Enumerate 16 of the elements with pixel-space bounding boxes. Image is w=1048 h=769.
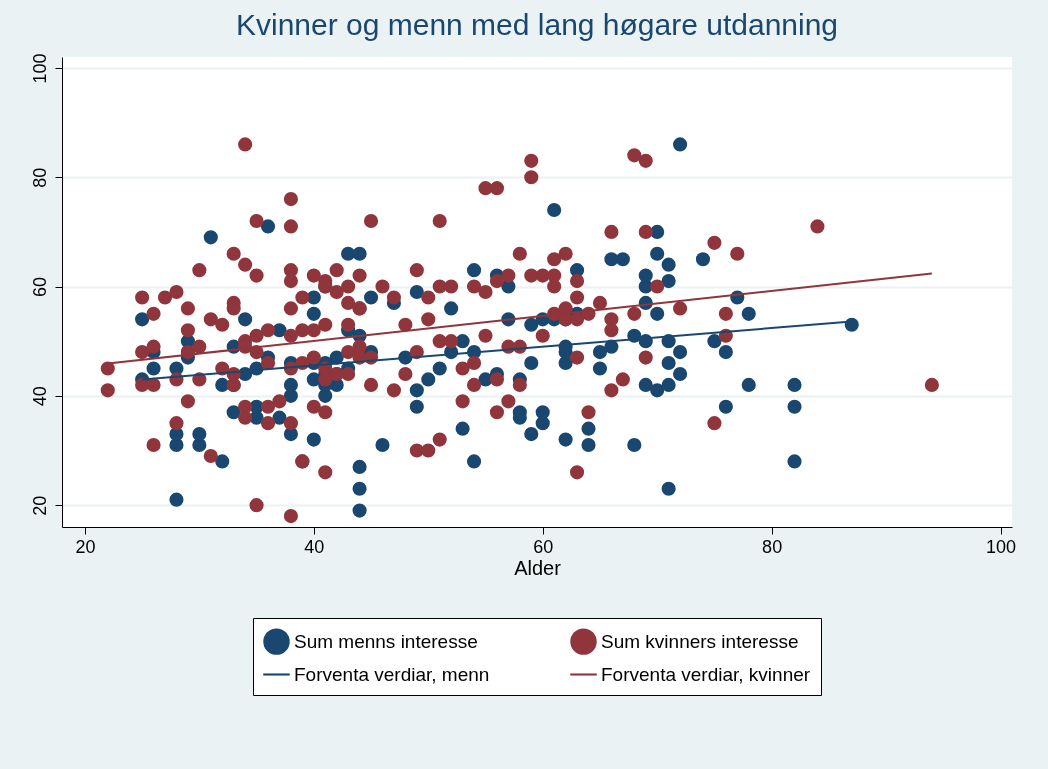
x-tick-label: 60 (533, 536, 554, 557)
legend-label: Forventa verdiar, kvinner (601, 663, 811, 685)
x-tick-label: 80 (762, 536, 783, 557)
x-axis-title: Alder (514, 556, 562, 579)
y-tick-label: 40 (29, 386, 50, 407)
y-tick-label: 20 (29, 495, 50, 516)
legend-label: Sum menns interesse (294, 630, 478, 652)
x-tick-label: 40 (304, 536, 325, 557)
y-tick-label: 80 (29, 167, 50, 188)
legend-label: Forventa verdiar, menn (294, 663, 490, 685)
x-tick-label: 100 (986, 536, 1017, 557)
y-tick-label: 100 (29, 53, 50, 84)
x-tick-label: 20 (75, 536, 96, 557)
chart-title: Kvinner og menn med lang høgare utdanning (235, 7, 839, 41)
y-tick-label: 60 (29, 277, 50, 298)
legend-label: Sum kvinners interesse (601, 630, 799, 652)
